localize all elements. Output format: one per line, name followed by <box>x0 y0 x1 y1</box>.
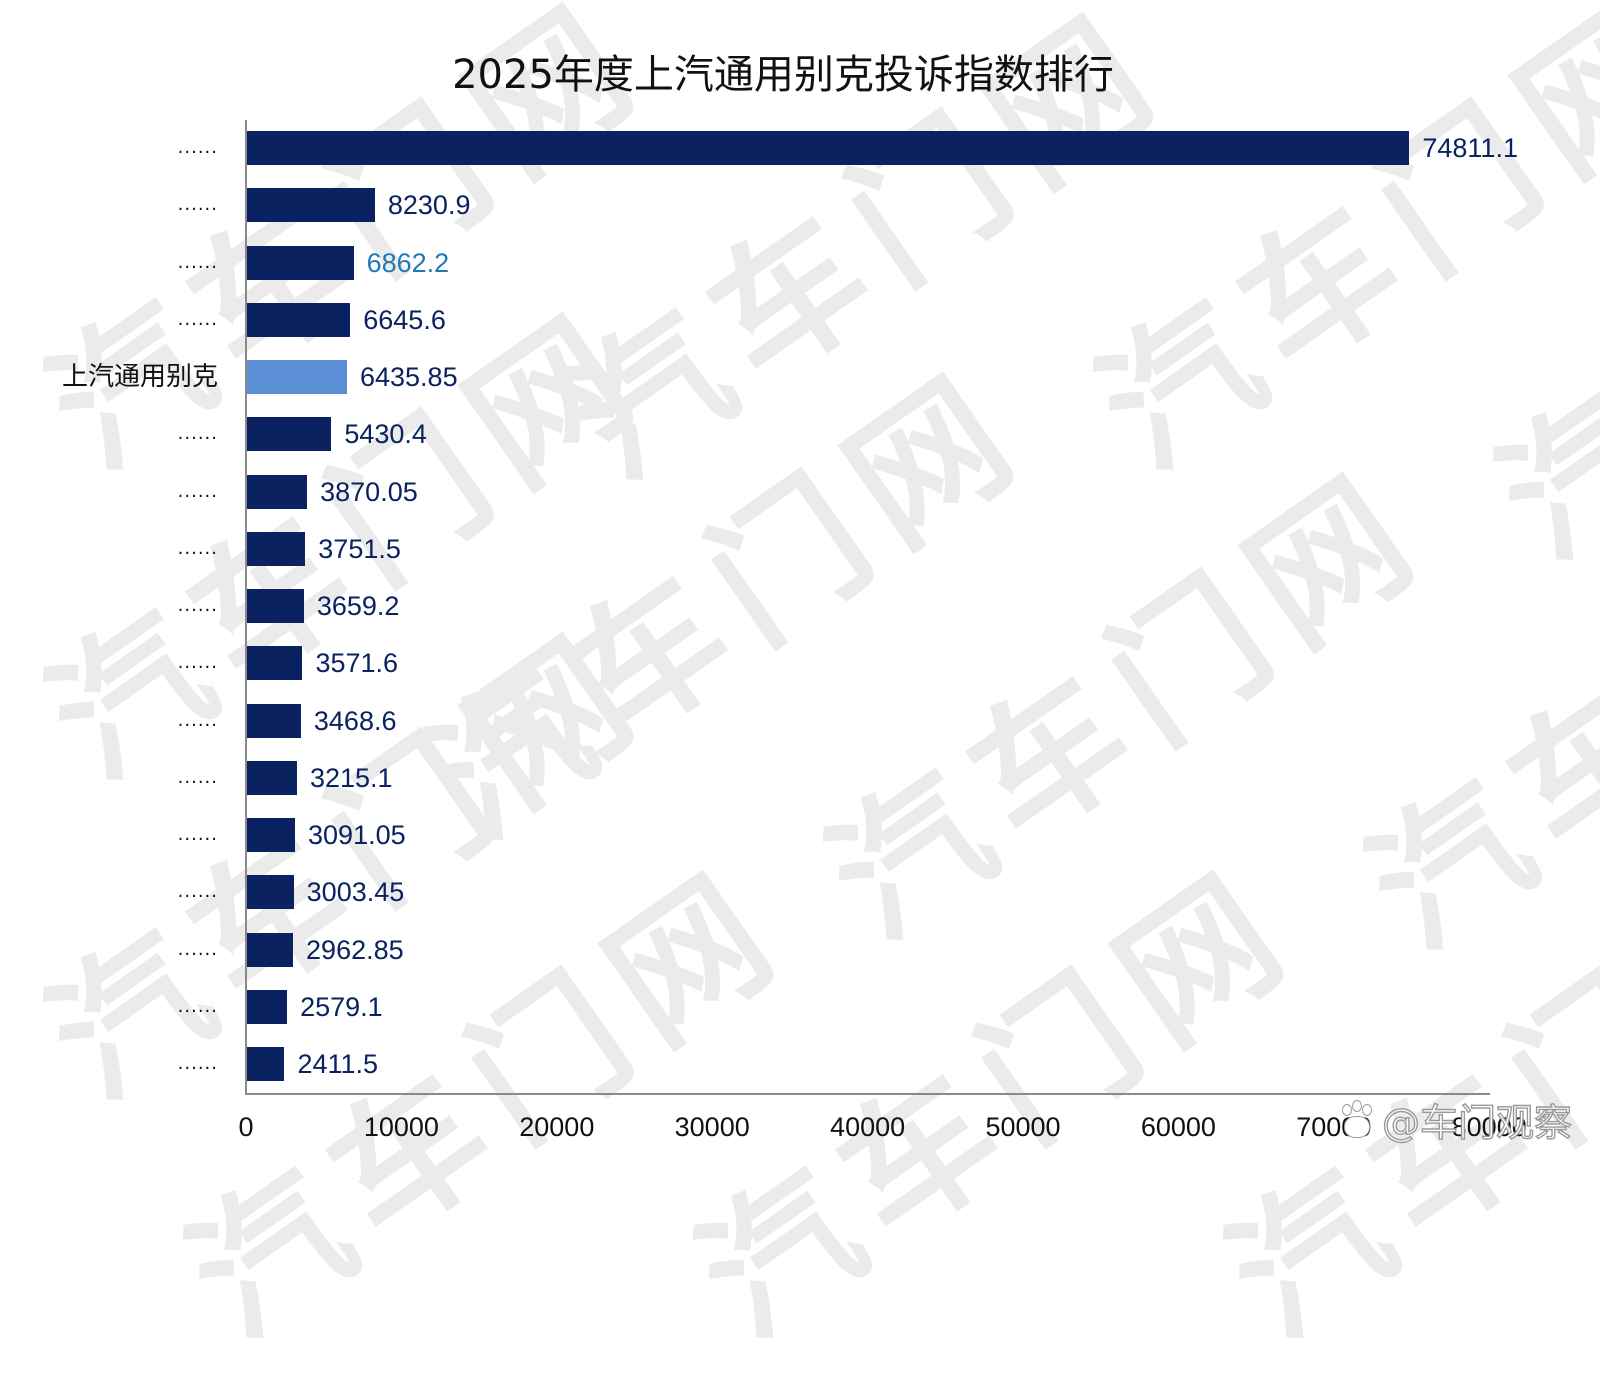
bar-row: ...... 3659.2 <box>0 589 1600 623</box>
bar-row: ...... 2962.85 <box>0 932 1600 967</box>
bar <box>247 302 351 337</box>
x-tick-label: 60000 <box>1140 1112 1216 1142</box>
value-label: 3751.5 <box>318 533 401 564</box>
credit-text: @车门观察 <box>1381 1100 1572 1145</box>
x-tick-label: 80000 <box>1451 1112 1527 1142</box>
x-tick-label: 0 <box>238 1112 254 1142</box>
bar <box>247 531 306 566</box>
bar-row: ...... 3571.6 <box>0 646 1600 681</box>
category-label: ...... <box>177 480 218 502</box>
source-credit: @车门观察 <box>1338 1092 1573 1147</box>
value-label: 3870.05 <box>320 476 418 507</box>
bar <box>247 646 303 681</box>
value-label: 3003.45 <box>306 877 405 908</box>
bar-row: ...... 74811.1 <box>0 131 1600 165</box>
chart-title: 2025年度上汽通用别克投诉指数排行 <box>452 52 1114 98</box>
value-label: 74811.1 <box>1422 133 1518 163</box>
bar <box>247 245 354 280</box>
x-tick-label: 30000 <box>674 1112 750 1142</box>
value-label: 3659.2 <box>316 591 400 621</box>
bar <box>247 932 294 967</box>
value-label: 2579.1 <box>300 991 383 1022</box>
value-label: 3571.6 <box>315 648 399 679</box>
value-label: 6435.85 <box>359 362 458 392</box>
value-label: 5430.4 <box>344 419 427 450</box>
category-label: ...... <box>177 824 218 845</box>
bar-row: ...... 3215.1 <box>0 760 1600 795</box>
bar-row: ...... 5430.4 <box>0 417 1600 452</box>
bar <box>247 474 308 509</box>
bar-row: ...... 3468.6 <box>0 703 1600 738</box>
category-label: ...... <box>177 652 218 674</box>
bar-row: ...... 6862.2 <box>0 245 1600 280</box>
bar <box>247 703 301 738</box>
bar-row: ...... 2411.5 <box>0 1047 1600 1081</box>
bar <box>247 417 332 452</box>
x-tick-label: 10000 <box>363 1112 439 1142</box>
bar-row: ...... 8230.9 <box>0 188 1600 223</box>
category-label: ...... <box>177 137 218 158</box>
bar-row: ...... 3870.05 <box>0 474 1600 509</box>
y-axis-line <box>245 120 247 1095</box>
bar <box>247 875 294 910</box>
category-label: ...... <box>177 251 218 273</box>
x-tick-label: 50000 <box>985 1112 1061 1142</box>
bar-row: ...... 3751.5 <box>0 531 1600 566</box>
x-tick-label: 40000 <box>830 1112 906 1142</box>
bar <box>247 188 375 223</box>
value-label: 2962.85 <box>306 934 404 965</box>
weibo-paw-icon <box>1338 1099 1378 1140</box>
bar <box>247 760 297 795</box>
bar-chart: ...... 74811.1...... 8230.9...... 6862.2...… <box>0 120 1600 1142</box>
bar <box>247 989 288 1024</box>
category-label: ...... <box>177 537 218 559</box>
bar-row: ...... 3003.45 <box>0 875 1600 910</box>
bar <box>247 589 304 623</box>
bar-row: ...... 3091.05 <box>0 818 1600 852</box>
value-label: 3215.1 <box>309 762 393 793</box>
bar <box>247 818 296 852</box>
category-label: ...... <box>177 766 218 788</box>
category-label: 上汽通用别克 <box>61 362 218 392</box>
value-label: 6862.2 <box>366 247 450 278</box>
category-label: ...... <box>177 938 218 960</box>
value-label: 8230.9 <box>387 190 471 221</box>
bar <box>247 1047 285 1081</box>
category-label: ...... <box>177 1053 218 1074</box>
category-label: ...... <box>177 709 218 731</box>
category-label: ...... <box>177 308 218 330</box>
category-label: ...... <box>177 881 218 903</box>
category-label: ...... <box>177 423 218 445</box>
bar-row: ...... 6645.6 <box>0 302 1600 337</box>
value-label: 3468.6 <box>313 705 397 736</box>
category-label: ...... <box>177 194 218 216</box>
category-label: ...... <box>177 995 218 1017</box>
x-axis-line <box>245 1093 1490 1095</box>
value-label: 6645.6 <box>363 304 446 335</box>
category-label: ...... <box>177 595 218 616</box>
bar-row: ...... 2579.1 <box>0 989 1600 1024</box>
value-label: 3091.05 <box>308 820 406 850</box>
bar-row: 上汽通用别克 6435.85 <box>0 360 1600 394</box>
bar-highlighted <box>247 360 347 394</box>
x-tick-label: 20000 <box>519 1112 595 1142</box>
value-label: 2411.5 <box>297 1049 379 1079</box>
bar <box>247 131 1410 165</box>
